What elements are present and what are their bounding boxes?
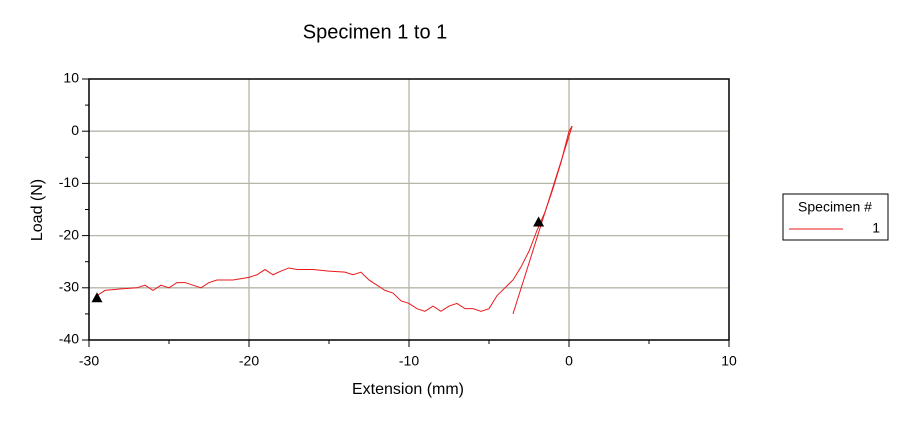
y-tick-label: -10	[59, 174, 79, 190]
legend-title: Specimen #	[798, 199, 872, 215]
y-tick-label: 0	[71, 122, 79, 138]
x-tick-label: 10	[721, 353, 737, 369]
x-tick-label: 0	[565, 353, 573, 369]
legend-label: 1	[872, 220, 880, 236]
y-tick-label: -30	[59, 279, 79, 295]
chart-title: Specimen 1 to 1	[303, 21, 448, 43]
x-tick-label: -30	[79, 353, 99, 369]
data-line	[96, 125, 573, 312]
y-tick-label: -20	[59, 226, 79, 242]
x-tick-label: -20	[239, 353, 259, 369]
fit-line	[512, 125, 573, 315]
x-tick-label: -10	[399, 353, 419, 369]
marker	[91, 292, 103, 303]
y-axis-label: Load (N)	[29, 179, 46, 241]
marker	[533, 216, 545, 227]
plot-frame	[88, 78, 730, 341]
y-tick-label: -40	[59, 331, 79, 347]
y-tick-label: 10	[63, 70, 79, 86]
legend-box	[782, 193, 889, 241]
x-axis-label: Extension (mm)	[352, 381, 464, 398]
